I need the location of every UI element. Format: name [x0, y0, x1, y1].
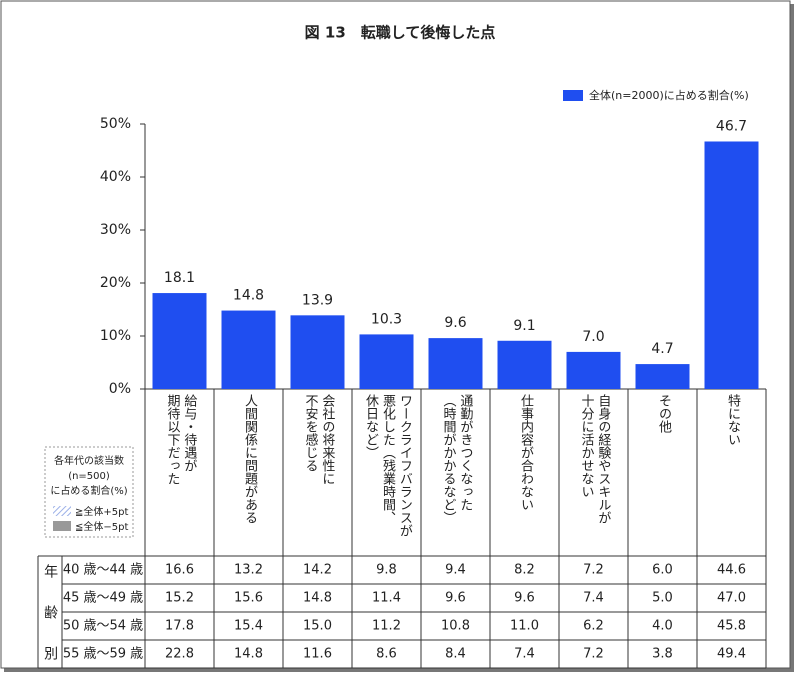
row-label: 55 歳～59 歳 [63, 647, 143, 662]
value-label: 10.3 [371, 311, 402, 327]
table-cell: 11.6 [303, 647, 332, 662]
table-cell: 7.2 [583, 647, 604, 662]
table-cell: 10.8 [441, 619, 470, 634]
table-cell: 7.4 [514, 647, 535, 662]
table-cell: 11.2 [372, 619, 401, 634]
note-text: に占める割合(%) [50, 484, 127, 497]
value-label: 9.1 [513, 318, 535, 334]
table-cell: 6.2 [583, 619, 604, 634]
row-label: 40 歳～44 歳 [63, 563, 143, 578]
table-cell: 4.0 [652, 619, 673, 634]
table-group-label: 年齢別 [42, 564, 59, 660]
bar [152, 293, 207, 389]
table-cell: 14.8 [234, 647, 263, 662]
bar [359, 334, 414, 389]
y-tick-label: 40% [100, 169, 131, 185]
table-cell: 14.8 [303, 591, 332, 606]
category-label: ワークライフバランスが 悪化した（残業時間、 休日など） [363, 394, 412, 537]
table-cell: 49.4 [717, 647, 746, 662]
table-cell: 9.6 [514, 591, 535, 606]
table-cell: 15.2 [165, 591, 194, 606]
category-label: 通勤がきつくなった （時間がかかるなど） [440, 394, 473, 524]
note-box [44, 446, 134, 538]
table-cell: 15.6 [234, 591, 263, 606]
value-label: 18.1 [164, 270, 195, 286]
chart-title: 図 13 転職して後悔した点 [305, 24, 496, 42]
category-label: 会社の将来性に 不安を感じる [302, 394, 335, 485]
table-cell: 8.2 [514, 563, 535, 578]
value-label: 4.7 [651, 341, 673, 357]
row-label: 45 歳～49 歳 [63, 591, 143, 606]
table-cell: 45.8 [717, 619, 746, 634]
table-cell: 11.0 [510, 619, 539, 634]
note-swatch-above [53, 506, 71, 516]
table-cell: 16.6 [165, 563, 194, 578]
category-label: 仕事内容が合わない [517, 394, 533, 511]
table-cell: 8.6 [376, 647, 397, 662]
category-label: その他 [655, 394, 671, 433]
y-tick-label: 30% [100, 222, 131, 238]
bar [428, 338, 483, 389]
y-tick-label: 20% [100, 275, 131, 291]
legend-swatch [563, 90, 583, 101]
table-cell: 15.4 [234, 619, 263, 634]
table-cell: 9.6 [445, 591, 466, 606]
table-cell: 8.4 [445, 647, 466, 662]
table-cell: 5.0 [652, 591, 673, 606]
bar [635, 364, 690, 389]
y-tick-label: 50% [100, 116, 131, 132]
table-cell: 3.8 [652, 647, 673, 662]
note-text: 各年代の該当数 [54, 454, 124, 467]
table-cell: 15.0 [303, 619, 332, 634]
category-label: 特にない [724, 394, 740, 446]
bar [566, 351, 621, 389]
table-cell: 9.8 [376, 563, 397, 578]
value-label: 13.9 [302, 292, 333, 308]
y-tick-label: 0% [109, 381, 131, 397]
value-label: 14.8 [233, 288, 264, 304]
bar [290, 315, 345, 389]
legend-label: 全体(n=2000)に占める割合(%) [589, 88, 749, 102]
note-swatch-below [53, 521, 71, 531]
table-cell: 44.6 [717, 563, 746, 578]
note-below: ≦全体−5pt [75, 520, 128, 533]
value-label: 7.0 [582, 329, 604, 345]
category-label: 給与・待遇が 期待以下だった [164, 394, 197, 485]
table-cell: 17.8 [165, 619, 194, 634]
table-cell: 7.2 [583, 563, 604, 578]
bar [704, 141, 759, 389]
category-label: 自身の経験やスキルが 十分に活かせない [578, 394, 611, 524]
table-cell: 7.4 [583, 591, 604, 606]
y-tick-label: 10% [100, 328, 131, 344]
value-label: 9.6 [444, 315, 466, 331]
table-cell: 13.2 [234, 563, 263, 578]
row-label: 50 歳～54 歳 [63, 619, 143, 634]
table-cell: 14.2 [303, 563, 332, 578]
bar [221, 310, 276, 389]
category-label: 人間関係に問題がある [241, 394, 257, 524]
table-cell: 9.4 [445, 563, 466, 578]
bar [497, 340, 552, 389]
table-cell: 47.0 [717, 591, 746, 606]
note-above: ≧全体+5pt [75, 505, 128, 518]
value-label: 46.7 [716, 118, 747, 134]
note-text: (n=500) [68, 471, 110, 482]
table-cell: 22.8 [165, 647, 194, 662]
table-cell: 11.4 [372, 591, 401, 606]
table-cell: 6.0 [652, 563, 673, 578]
